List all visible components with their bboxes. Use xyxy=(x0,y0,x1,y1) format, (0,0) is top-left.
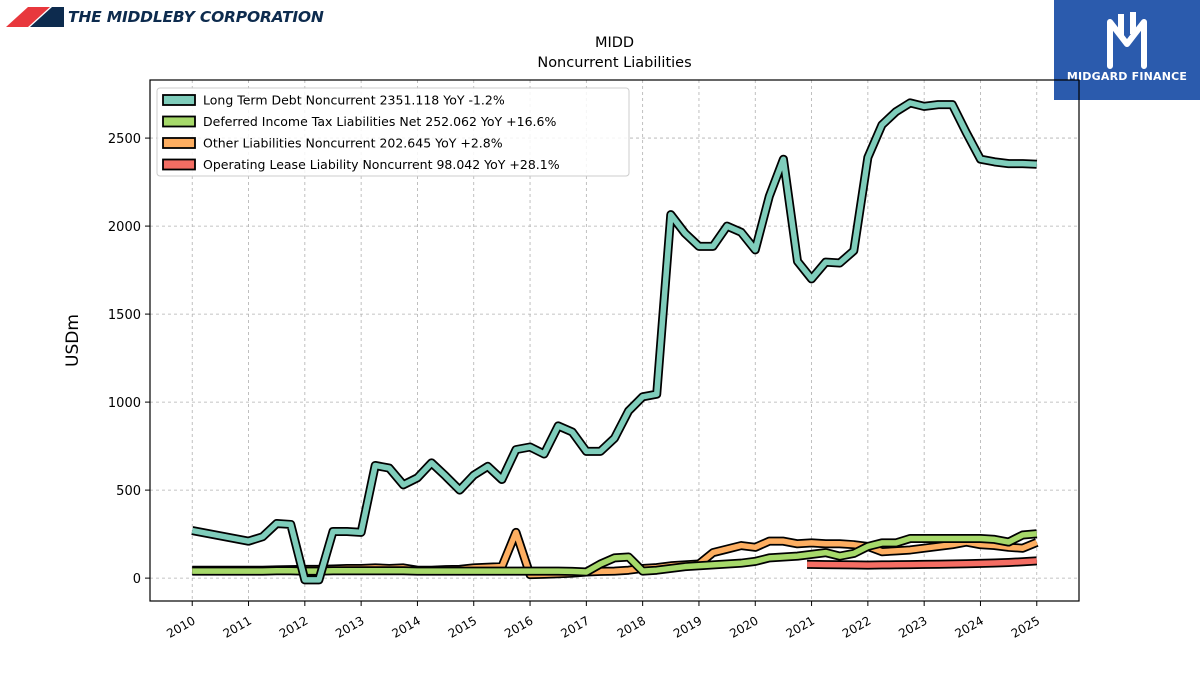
x-tick-label: 2011 xyxy=(221,613,254,640)
chart-title: MIDD xyxy=(595,35,634,51)
legend-swatch xyxy=(162,137,196,149)
x-tick-label: 2018 xyxy=(615,613,648,640)
middleby-logo: THE MIDDLEBY CORPORATION xyxy=(6,5,324,29)
y-axis-ticks: 0 500 1000 1500 2000 2500 xyxy=(108,132,150,587)
x-tick-label: 2010 xyxy=(164,613,197,640)
legend-entry: Deferred Income Tax Liabilities Net 252.… xyxy=(162,114,556,129)
x-tick-label: 2023 xyxy=(896,613,929,640)
x-tick-label: 2025 xyxy=(1009,613,1042,640)
legend-swatch xyxy=(162,158,196,171)
y-axis-label: USDm xyxy=(63,314,83,367)
legend-entry: Long Term Debt Noncurrent 2351.118 YoY -… xyxy=(162,93,505,108)
x-tick-label: 2014 xyxy=(389,613,422,640)
legend-label: Long Term Debt Noncurrent 2351.118 YoY -… xyxy=(203,93,505,108)
y-tick-label: 0 xyxy=(133,572,141,587)
legend-box xyxy=(156,87,630,177)
y-tick-label: 1500 xyxy=(108,308,141,323)
legend-label: Operating Lease Liability Noncurrent 98.… xyxy=(203,157,560,172)
series-line xyxy=(192,531,1038,575)
y-tick-label: 2000 xyxy=(108,220,141,235)
legend: Long Term Debt Noncurrent 2351.118 YoY -… xyxy=(156,87,630,177)
x-tick-label: 2019 xyxy=(671,613,704,640)
legend-label: Other Liabilities Noncurrent 202.645 YoY… xyxy=(203,136,503,151)
midgard-m-logo-icon xyxy=(1107,12,1147,69)
series-1 xyxy=(191,98,1037,585)
series-line xyxy=(807,558,1037,568)
legend-swatch xyxy=(162,115,196,128)
logo-red-stripe xyxy=(6,7,50,27)
series-layer xyxy=(191,98,1039,585)
legend-label: Deferred Income Tax Liabilities Net 252.… xyxy=(203,114,556,129)
x-tick-label: 2024 xyxy=(953,613,986,640)
x-tick-label: 2015 xyxy=(446,613,479,640)
midgard-finance-name: MIDGARD FINANCE xyxy=(1066,70,1188,83)
x-tick-label: 2013 xyxy=(333,613,366,640)
series-2 xyxy=(192,529,1038,577)
legend-entry: Operating Lease Liability Noncurrent 98.… xyxy=(162,157,560,172)
series-4 xyxy=(807,556,1038,570)
midgard-finance-badge: MIDGARD FINANCE xyxy=(1054,0,1200,100)
x-tick-label: 2020 xyxy=(727,613,760,640)
logo-navy-block xyxy=(30,7,64,27)
x-tick-label: 2012 xyxy=(277,613,310,640)
y-tick-label: 1000 xyxy=(108,396,141,411)
x-tick-label: 2017 xyxy=(558,613,591,640)
legend-swatch xyxy=(162,94,196,106)
plot-frame xyxy=(149,79,1080,602)
middleby-company-name: THE MIDDLEBY CORPORATION xyxy=(68,8,324,26)
middleby-mark-icon xyxy=(6,7,64,27)
x-tick-label: 2022 xyxy=(840,613,873,640)
x-axis-ticks: 2010 2011 2012 2013 2014 2015 2016 2017 2018 2019… xyxy=(164,601,1042,641)
legend-entry: Other Liabilities Noncurrent 202.645 YoY… xyxy=(162,136,503,151)
x-tick-label: 2021 xyxy=(784,613,817,640)
y-tick-label: 2500 xyxy=(108,132,141,147)
series-line xyxy=(191,100,1037,583)
x-tick-label: 2016 xyxy=(502,613,535,640)
y-tick-label: 500 xyxy=(116,484,141,499)
chart-subtitle: Noncurrent Liabilities xyxy=(537,55,691,71)
